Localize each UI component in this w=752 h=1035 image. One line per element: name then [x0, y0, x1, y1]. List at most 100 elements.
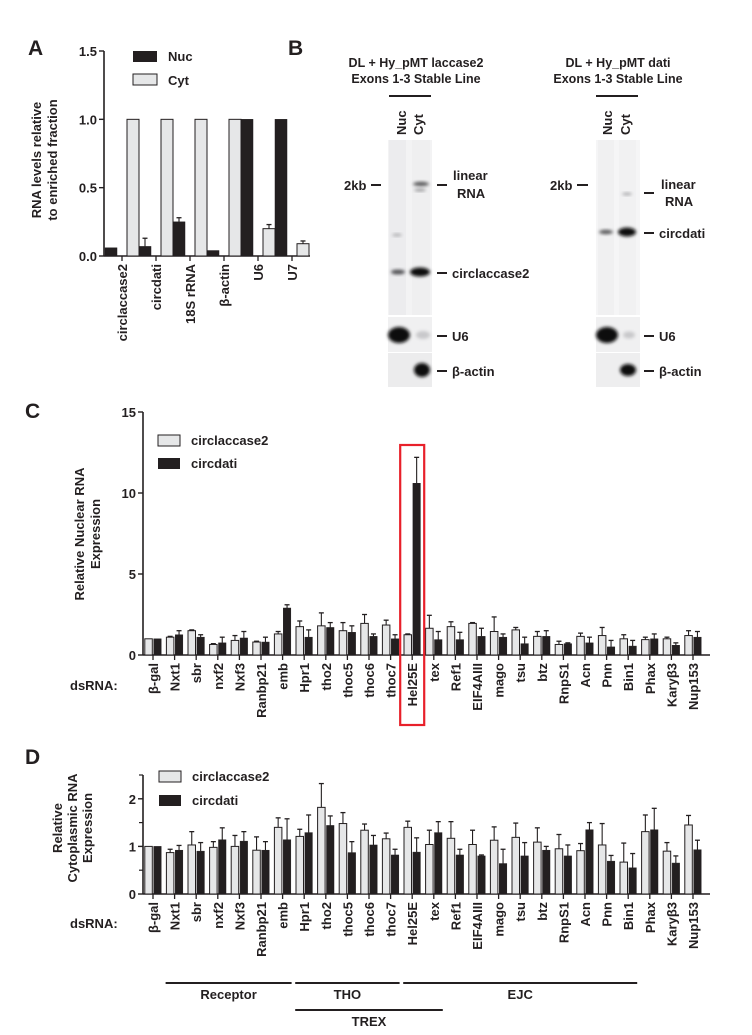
gel-lane-nuc: [389, 140, 406, 315]
bar-circdati-rnps1: [563, 643, 572, 656]
panel-a-bars: circlaccase2 circdati 18S rRNA β-actin U6 U7: [104, 118, 310, 341]
panel-d: D Relative Cytoplasmic RNA Expression 0 1…: [25, 746, 710, 1029]
marker-2kb: 2kb: [344, 178, 366, 193]
bar-circdati-tho2: [326, 825, 335, 895]
bar-circdati-hel25e: [412, 851, 421, 895]
bar-circdati-tho2: [326, 627, 335, 656]
label-linear: linear: [453, 168, 488, 183]
band-linear-cyt: [413, 181, 429, 187]
y-tick-label: 5: [129, 567, 136, 582]
group-label-tho: THO: [334, 987, 361, 1002]
bar-circlaccase2-gal: [144, 845, 153, 895]
legend-swatch-circdati: [158, 458, 180, 469]
panel-a-legend: Nuc Cyt: [132, 49, 193, 88]
panel-letter-b: B: [288, 37, 303, 60]
legend-label-circdati: circdati: [191, 456, 237, 471]
legend-swatch-circlaccase2: [158, 770, 182, 783]
bar-circlaccase2-thoc5: [338, 630, 348, 656]
bar-circdati-sbr: [196, 850, 205, 895]
legend-swatch-circlaccase2: [157, 434, 181, 447]
bar-circlaccase2-eif4aiii: [468, 843, 477, 895]
legend-label-circdati: circdati: [192, 793, 238, 808]
bar-circlaccase2-tex: [425, 627, 434, 656]
group-label-ejc: EJC: [508, 987, 534, 1002]
y-axis-label-line2: Expression: [88, 499, 103, 569]
bar-circdati-hpr1: [304, 832, 313, 895]
x-tick-label-u6: U6: [251, 264, 266, 281]
x-tick-label-u7: U7: [285, 264, 300, 281]
bar-circlaccase2-emb: [273, 826, 283, 895]
bar-circlaccase2-acn: [576, 635, 585, 656]
y-tick-label: 0: [129, 887, 136, 902]
lane-label-cyt: Cyt: [618, 113, 633, 135]
x-tick-label-ranbp21: Ranbp21: [254, 902, 269, 957]
bar-circdati-tex: [434, 832, 443, 895]
x-tick-label-eif4aiii: EIF4AIII: [470, 663, 485, 711]
panel-c-y-axis-label: Relative Nuclear RNA Expression: [72, 467, 103, 601]
legend-label-nuc: Nuc: [168, 49, 193, 64]
bar-circlaccase2-rnps1: [554, 848, 564, 895]
bar-circlaccase2-thoc6: [360, 622, 369, 656]
legend-label-circlaccase2: circlaccase2: [192, 769, 269, 784]
bar-circdati-pnn: [607, 646, 616, 656]
bar-circdati-kary-3: [671, 645, 680, 656]
panel-d-gene-groups: Receptor THO EJC TREX: [165, 982, 638, 1029]
bar-circlaccase2-nup153: [684, 635, 693, 656]
y-tick-label: 2: [129, 792, 136, 807]
bar-circdati-thoc5: [347, 852, 356, 895]
band-circ-cyt: [618, 227, 636, 237]
bar-circlaccase2-nxf2: [209, 643, 218, 656]
bar-circdati-thoc6: [369, 844, 378, 895]
highlight-box-hel25e: [399, 443, 426, 727]
band-nuc-faint: [392, 233, 402, 237]
x-tick-label-emb: emb: [276, 663, 291, 690]
bar-circdati-nup153: [693, 849, 702, 895]
x-tick-label-hpr1: Hpr1: [297, 902, 312, 932]
gel-lane-cyt: [412, 140, 430, 315]
x-tick-label-mago: mago: [492, 902, 507, 937]
legend-swatch-circdati: [159, 795, 181, 806]
band-linear-cyt-2: [414, 188, 426, 192]
bar-cyt-18s-rrna: [194, 118, 208, 257]
legend-swatch-cyt: [132, 73, 158, 86]
x-tick-label-kary-3: Karyβ3: [664, 663, 679, 707]
band-u6-cyt: [623, 331, 635, 339]
x-tick-label-kary-3: Karyβ3: [664, 902, 679, 946]
bar-circdati-hel25e: [412, 483, 421, 656]
x-tick-label-nup153: Nup153: [686, 902, 701, 949]
bar-circlaccase2-emb: [273, 633, 283, 656]
blot-title-line1: DL + Hy_pMT laccase2: [349, 56, 484, 70]
x-tick-label-thoc5: thoc5: [340, 663, 355, 698]
bar-circlaccase2-tsu: [511, 836, 520, 895]
x-tick-label-tho2: tho2: [319, 663, 334, 690]
bar-nuc-u7: [274, 119, 288, 257]
bar-circlaccase2-pnn: [597, 844, 607, 895]
x-tick-label-18s-rrna: 18S rRNA: [183, 263, 198, 324]
x-tick-label-ranbp21: Ranbp21: [254, 663, 269, 718]
y-axis-label-line2: to enriched fraction: [45, 99, 60, 220]
bar-cyt-u6: [262, 228, 276, 257]
bar-circlaccase2-nup153: [684, 824, 693, 895]
bar-circlaccase2-hpr1: [295, 626, 304, 656]
bar-circdati-acn: [585, 829, 594, 895]
x-tick-label-hpr1: Hpr1: [297, 663, 312, 693]
x-tick-label-hel25e: Hel25E: [405, 902, 420, 946]
bar-circdati-emb: [283, 839, 292, 895]
bar-circdati-nxf2: [218, 642, 227, 656]
panel-letter-d: D: [25, 746, 40, 769]
x-tick-label-emb: emb: [276, 902, 291, 929]
label-actin: β-actin: [452, 364, 495, 379]
bar-circlaccase2-sbr: [187, 844, 196, 895]
x-tick-label-nxf2: nxf2: [211, 663, 226, 690]
bar-circdati-bin1: [628, 867, 637, 895]
bar-circdati-pnn: [607, 860, 616, 895]
bar-circlaccase2-eif4aiii: [468, 622, 477, 656]
label-u6: U6: [452, 329, 469, 344]
panel-c-x-axis-label: dsRNA:: [70, 678, 118, 693]
x-tick-label-nxf3: Nxf3: [232, 902, 247, 930]
bar-circlaccase2-acn: [576, 850, 585, 895]
bar-circdati-nup153: [693, 636, 702, 656]
bar-circdati-thoc6: [369, 636, 378, 656]
bar-circlaccase2-kary-3: [662, 638, 672, 656]
